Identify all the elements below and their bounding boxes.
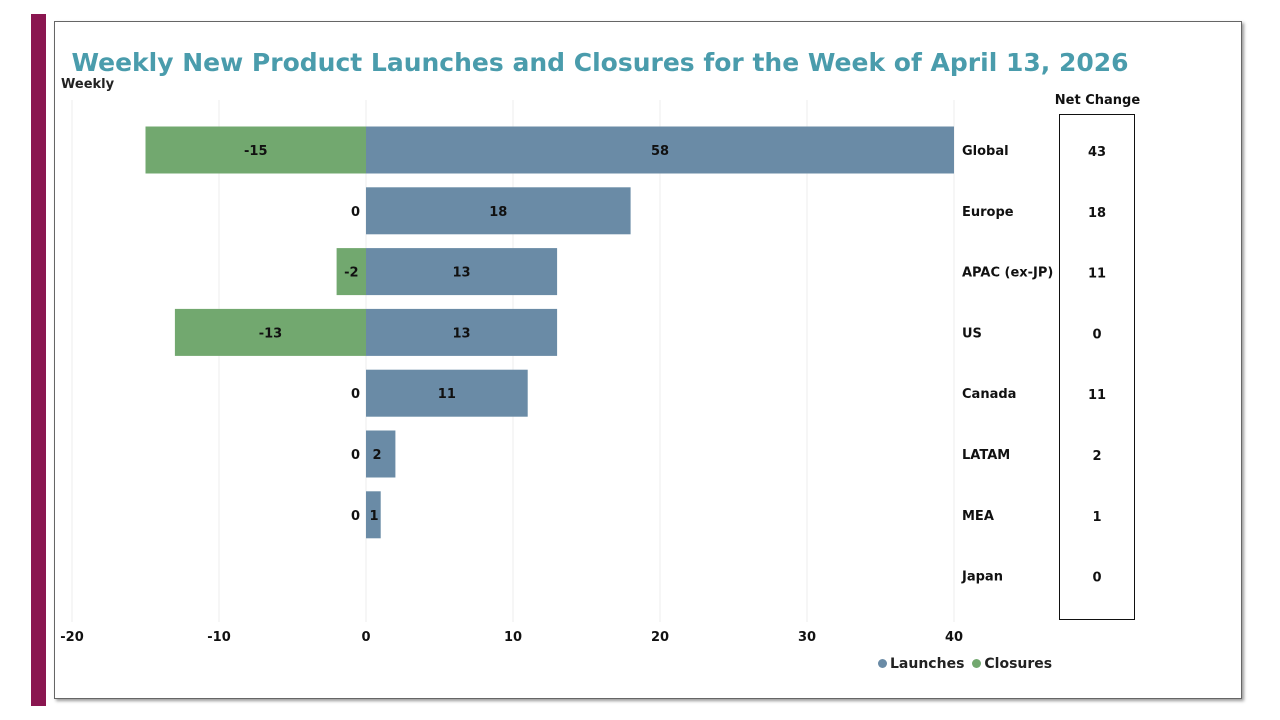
launches-data-label: 2 [372, 448, 381, 463]
category-label: US [962, 326, 982, 341]
launches-data-label: 58 [651, 144, 669, 159]
accent-bar [31, 14, 46, 706]
closures-bar [336, 248, 366, 296]
x-tick-label: 20 [651, 630, 669, 645]
category-label: Japan [961, 570, 1003, 585]
net-change-value: 43 [1088, 145, 1106, 160]
y-axis-label: Weekly [61, 77, 115, 92]
x-tick-label: -20 [60, 630, 84, 645]
x-tick-label: 30 [798, 630, 816, 645]
net-change-value: 11 [1088, 388, 1106, 403]
category-label: Canada [962, 387, 1016, 402]
category-label: APAC (ex-JP) [962, 266, 1053, 281]
legend-launches[interactable]: Launches [878, 656, 964, 672]
net-change-value: 0 [1092, 327, 1101, 342]
launches-data-label: 11 [438, 387, 456, 402]
net-change-value: 0 [1092, 571, 1101, 586]
launches-bar [366, 126, 954, 174]
closures-data-label: -2 [344, 266, 358, 281]
closures-data-label: 0 [351, 448, 360, 463]
x-tick-label: -10 [207, 630, 231, 645]
launches-bar [366, 430, 396, 478]
launches-data-label: 1 [369, 509, 378, 524]
category-label: LATAM [962, 448, 1010, 463]
closures-data-label: -13 [259, 326, 283, 341]
net-change-value: 1 [1092, 510, 1101, 525]
category-label: MEA [962, 509, 994, 524]
launches-bar [366, 248, 558, 296]
chart-title: Weekly New Product Launches and Closures… [71, 48, 1129, 77]
launches-bar [366, 187, 631, 235]
net-change-box [1059, 114, 1135, 620]
closures-data-label: 0 [351, 205, 360, 220]
net-change-header: Net Change [1054, 93, 1141, 108]
x-tick-label: 10 [504, 630, 522, 645]
legend-closures[interactable]: Closures [972, 656, 1052, 672]
launches-bar [366, 369, 528, 417]
launches-data-label: 13 [453, 266, 471, 281]
launches-bar [366, 308, 558, 356]
net-change-value: 18 [1088, 206, 1106, 221]
closures-data-label: 0 [351, 509, 360, 524]
x-tick-label: 40 [945, 630, 963, 645]
closures-bar [145, 126, 366, 174]
x-tick-label: 0 [361, 630, 370, 645]
closures-data-label: -15 [244, 144, 268, 159]
net-change-value: 11 [1088, 267, 1106, 282]
closures-dot-icon [972, 659, 982, 668]
category-label: Global [962, 144, 1009, 159]
category-label: Europe [962, 205, 1014, 220]
launches-dot-icon [878, 659, 887, 668]
launches-data-label: 13 [453, 326, 471, 341]
closures-data-label: 0 [351, 387, 360, 402]
launches-data-label: 18 [489, 205, 507, 220]
net-change-value: 2 [1092, 449, 1101, 464]
legend: Launches Closures [878, 656, 1052, 672]
closures-bar [174, 308, 366, 356]
launches-bar [366, 491, 381, 539]
